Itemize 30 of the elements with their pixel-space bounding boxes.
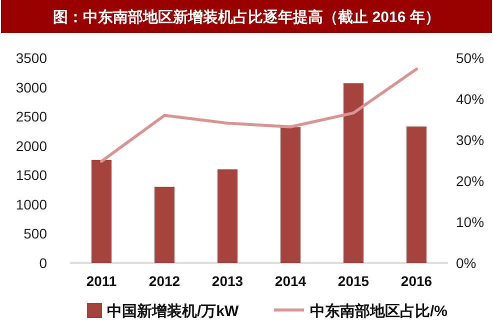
x-tick-label: 2012: [148, 273, 180, 289]
y2-tick-label: 40%: [456, 91, 484, 107]
line-series: [100, 68, 418, 163]
x-tick-label: 2015: [338, 273, 370, 289]
y2-tick-label: 0%: [456, 255, 476, 271]
bar: [92, 160, 112, 263]
x-tick-label: 2013: [212, 273, 244, 289]
y2-tick-label: 50%: [456, 50, 484, 66]
y-tick-label: 2000: [16, 138, 48, 154]
x-tick-label: 2016: [400, 273, 432, 289]
y-tick-label: 0: [39, 255, 48, 271]
y2-tick-label: 20%: [456, 173, 484, 189]
x-tick-label: 2014: [274, 273, 306, 289]
legend-label: 中东南部地区占比/%: [310, 302, 448, 320]
y-tick-label: 1500: [16, 167, 48, 184]
y-tick-label: 500: [24, 226, 48, 242]
y-tick-label: 2500: [16, 108, 48, 125]
chart-title: 图：中东南部地区新增装机占比逐年提高（截止 2016 年）: [53, 8, 440, 26]
bar: [406, 126, 426, 263]
y2-tick-label: 10%: [456, 214, 484, 230]
bar: [344, 83, 364, 263]
legend-label: 中国新增装机/万kW: [107, 302, 240, 320]
y-tick-label: 3000: [16, 79, 48, 96]
y-tick-label: 3500: [16, 50, 48, 66]
x-tick-label: 2011: [86, 273, 117, 289]
y-tick-label: 1000: [16, 196, 48, 212]
bar: [154, 186, 174, 263]
bar: [218, 169, 238, 263]
y2-tick-label: 30%: [456, 132, 484, 148]
bar: [280, 127, 300, 263]
